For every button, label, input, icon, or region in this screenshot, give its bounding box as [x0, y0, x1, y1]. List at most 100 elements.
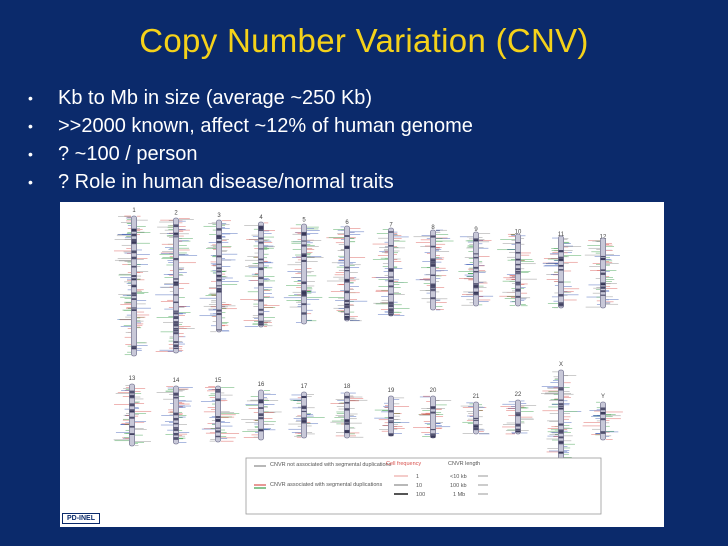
- chromosome-X: X: [540, 362, 582, 463]
- band: [173, 310, 179, 312]
- band: [173, 278, 179, 280]
- chromosome-17: 17: [288, 384, 325, 439]
- band: [173, 417, 179, 421]
- band: [129, 394, 135, 397]
- chromosome-label: 14: [173, 378, 180, 384]
- band: [131, 284, 137, 287]
- band: [301, 240, 307, 242]
- band: [173, 427, 179, 429]
- band: [515, 242, 521, 244]
- band: [600, 431, 606, 434]
- chromosome-row-2: 13 14 15 16 17 18 19 20 21 22 X Y: [113, 362, 623, 463]
- band: [129, 425, 135, 428]
- band: [131, 285, 137, 288]
- band: [131, 345, 137, 349]
- band: [515, 284, 521, 286]
- band: [216, 274, 222, 277]
- band: [301, 417, 307, 420]
- band: [301, 254, 307, 257]
- cnv-karyogram-figure: 1 2 3 4 5 6 7 8 9 10 11 12 13 14 15 16 17 18 19 20 21 22 X Y C…: [60, 202, 664, 527]
- band: [600, 282, 606, 286]
- band: [131, 294, 137, 297]
- band: [344, 315, 350, 319]
- band: [430, 285, 436, 289]
- band: [131, 275, 137, 278]
- band: [216, 287, 222, 291]
- band: [216, 228, 222, 231]
- band: [558, 441, 564, 445]
- band: [344, 290, 350, 294]
- band: [216, 290, 222, 293]
- chromosome-body: [558, 369, 564, 463]
- bullet-item: •? ~100 / person: [28, 143, 198, 165]
- band: [600, 412, 606, 415]
- band: [301, 259, 307, 262]
- chromosome-12: 12: [584, 234, 620, 309]
- chromosome-label: 22: [515, 392, 522, 398]
- band: [558, 388, 564, 391]
- band: [131, 309, 137, 311]
- band: [216, 241, 222, 244]
- band: [388, 285, 394, 288]
- chromosome-10: 10: [497, 230, 537, 307]
- journal-name: Nature: [108, 513, 135, 524]
- chromosome-15: 15: [200, 378, 240, 443]
- band: [558, 256, 564, 259]
- band: [344, 422, 350, 425]
- legend-freq-100: 100: [416, 492, 425, 498]
- band: [515, 288, 521, 292]
- band: [258, 241, 264, 244]
- band: [258, 225, 264, 229]
- band: [173, 284, 179, 286]
- chromosome-label: 3: [217, 213, 221, 219]
- band: [388, 301, 394, 305]
- band: [515, 268, 521, 271]
- band: [473, 256, 479, 259]
- band: [558, 294, 564, 297]
- legend-freq-header: Cell frequency: [386, 461, 421, 467]
- band: [515, 413, 521, 417]
- band: [216, 234, 222, 238]
- chromosome-8: 8: [413, 225, 454, 311]
- band: [388, 293, 394, 295]
- chromosome-label: 16: [258, 382, 265, 388]
- band: [129, 403, 135, 407]
- band: [129, 416, 135, 419]
- band: [558, 440, 564, 443]
- band: [388, 304, 394, 308]
- band: [388, 313, 394, 316]
- bullet-text: ? ~100 / person: [58, 143, 198, 165]
- chromosome-label: 6: [345, 220, 349, 226]
- chromosome-label: 7: [389, 222, 393, 228]
- band: [301, 255, 307, 258]
- band: [173, 232, 179, 236]
- band: [473, 253, 479, 255]
- legend-len-10kb: <10 kb: [450, 474, 467, 480]
- band: [430, 261, 436, 264]
- band: [258, 248, 264, 250]
- band: [301, 405, 307, 408]
- band: [430, 288, 436, 290]
- band: [344, 408, 350, 411]
- band: [258, 283, 264, 286]
- band: [173, 321, 179, 324]
- band: [301, 303, 307, 306]
- band: [129, 409, 135, 413]
- chromosome-label: 9: [474, 227, 478, 233]
- band: [473, 291, 479, 293]
- legend-len-100kb: 100 kb: [450, 483, 467, 489]
- bullet-item: •? Role in human disease/normal traits: [28, 171, 394, 193]
- band: [430, 260, 436, 262]
- band: [173, 394, 179, 396]
- band: [216, 237, 222, 240]
- chromosome-14: 14: [156, 378, 193, 445]
- band: [558, 451, 564, 454]
- bullet-text: ? Role in human disease/normal traits: [58, 171, 394, 193]
- chromosome-label: 19: [388, 388, 395, 394]
- band: [344, 419, 350, 422]
- band: [344, 278, 350, 282]
- band: [600, 294, 606, 296]
- band: [258, 313, 264, 316]
- band: [131, 256, 137, 260]
- journal-ref: 444:444, Nov 2006.: [134, 513, 210, 524]
